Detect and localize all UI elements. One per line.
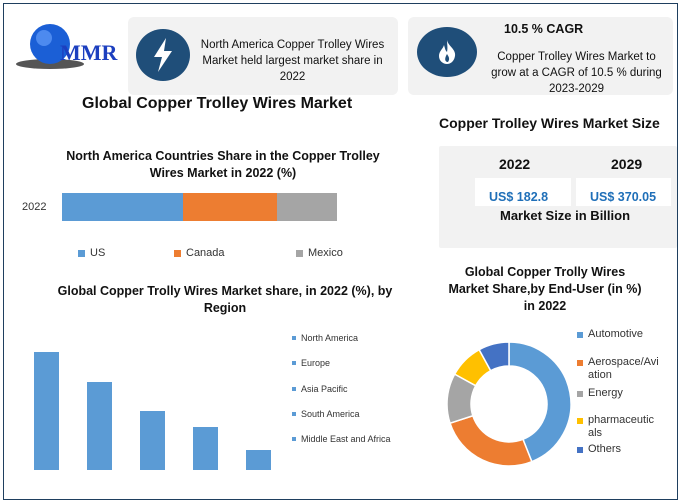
legend-label: North America xyxy=(301,333,359,343)
legend-item-region: North America xyxy=(292,333,358,343)
value-box-2029 xyxy=(576,178,671,206)
info-card-text: North America Copper Trolley Wires Marke… xyxy=(200,39,385,83)
bar-north-america xyxy=(34,352,59,470)
legend-item-end-user: pharmaceutic als xyxy=(577,414,667,440)
legend-swatch xyxy=(577,447,583,453)
stacked-bar xyxy=(62,193,337,221)
value-2022: US$ 182.8 xyxy=(489,190,549,204)
cagr-text: Copper Trolley Wires Market to grow at a… xyxy=(491,51,662,95)
flame-icon xyxy=(417,27,477,77)
logo: MMR xyxy=(12,18,132,69)
legend-label: Others xyxy=(588,443,622,455)
bar-asia-pacific xyxy=(140,411,165,470)
legend-item-end-user: Aerospace/Avi ation xyxy=(577,356,667,382)
value-2029: US$ 370.05 xyxy=(590,190,657,204)
market-size-panel: 2022 2029 US$ 182.8 US$ 370.05 Market Si… xyxy=(439,146,677,248)
market-size-caption: Market Size in Billion xyxy=(500,208,631,223)
year-2029: 2029 xyxy=(611,156,643,172)
end-user-donut-chart xyxy=(446,341,572,467)
donut-slice-others xyxy=(478,341,510,372)
value-box-2022 xyxy=(475,178,571,206)
chart1-category-label: 2022 xyxy=(22,201,47,213)
lightning-icon xyxy=(136,29,190,81)
donut-slice-aerospace-aviation xyxy=(449,414,533,467)
legend-item-region: Middle East and Africa xyxy=(292,434,391,444)
year-2022: 2022 xyxy=(499,156,531,172)
legend-label: Europe xyxy=(301,358,331,369)
legend-swatch xyxy=(292,386,296,391)
legend-swatch xyxy=(292,411,296,416)
legend-label: Automotive xyxy=(588,328,644,340)
bar-europe xyxy=(87,381,112,470)
legend-item-us: US xyxy=(78,247,105,259)
info-card-cagr: 10.5 % CAGR Copper Trolley Wires Market … xyxy=(408,17,673,95)
legend-item-region: Asia Pacific xyxy=(292,384,348,394)
legend-swatch xyxy=(296,249,303,257)
stacked-segment-us xyxy=(62,193,183,221)
legend-label: Middle East and Africa xyxy=(301,434,391,445)
legend-item-end-user: Automotive xyxy=(577,328,667,341)
legend-item-end-user: Others xyxy=(577,443,667,456)
legend-item-mexico: Mexico xyxy=(296,247,343,259)
legend-item-end-user: Energy xyxy=(577,387,667,400)
legend-swatch xyxy=(577,332,583,338)
legend-item-region: South America xyxy=(292,409,360,419)
legend-swatch xyxy=(577,418,583,424)
legend-label: US xyxy=(90,247,106,259)
legend-label: Asia Pacific xyxy=(301,383,348,394)
legend-label: Energy xyxy=(588,387,623,399)
market-size-title: Copper Trolley Wires Market Size xyxy=(439,115,660,131)
chart3-title: Global Copper Trolly Wires Market Share,… xyxy=(448,265,642,313)
legend-label: Canada xyxy=(186,247,225,259)
legend-swatch xyxy=(577,360,583,366)
chart1-title: North America Countries Share in the Cop… xyxy=(66,149,380,180)
legend-label: South America xyxy=(301,408,360,419)
cagr-title: 10.5 % CAGR xyxy=(504,22,584,36)
legend-swatch xyxy=(78,249,85,257)
globe-icon xyxy=(16,24,84,69)
legend-item-canada: Canada xyxy=(174,247,225,259)
legend-swatch xyxy=(174,249,181,257)
bar-south-america xyxy=(193,427,218,470)
info-card-north-america: North America Copper Trolley Wires Marke… xyxy=(128,17,398,95)
main-title: Global Copper Trolley Wires Market xyxy=(82,95,353,112)
legend-swatch xyxy=(292,336,296,340)
legend-item-region: Europe xyxy=(292,358,330,368)
legend-label: pharmaceutic als xyxy=(588,414,655,439)
chart2-title: Global Copper Trolly Wires Market share,… xyxy=(57,284,393,315)
legend-swatch xyxy=(292,437,296,442)
legend-swatch xyxy=(577,391,583,397)
bar-middle-east-and-africa xyxy=(246,450,271,470)
legend-label: Mexico xyxy=(308,247,343,259)
stacked-segment-mexico xyxy=(276,193,337,221)
legend-swatch xyxy=(292,361,296,366)
logo-text: MMR xyxy=(60,40,118,65)
infographic-frame xyxy=(3,3,678,500)
legend-label: Aerospace/Avi ation xyxy=(588,356,659,381)
stacked-segment-canada xyxy=(183,193,277,221)
donut-slice-automotive xyxy=(508,341,572,463)
